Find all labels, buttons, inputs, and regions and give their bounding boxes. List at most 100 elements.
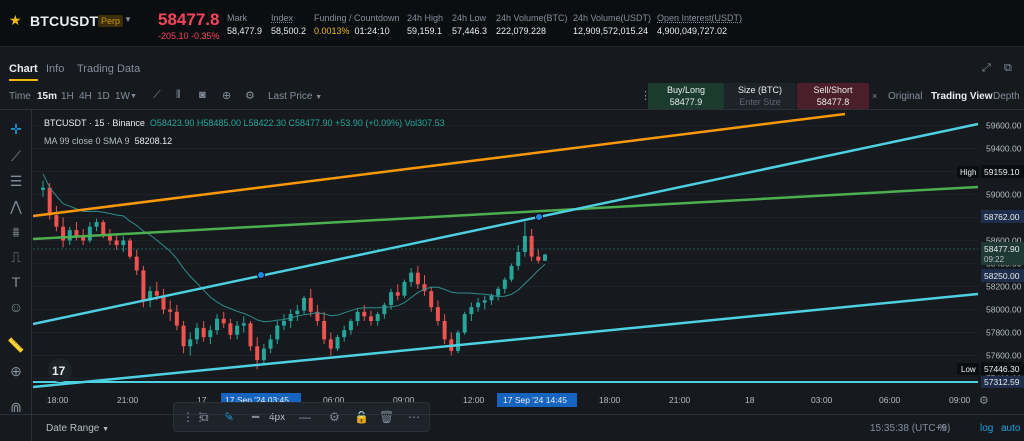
interval-1w[interactable]: 1W (115, 91, 130, 102)
funding-rate: 0.0013% (314, 26, 350, 36)
candle-body (161, 295, 166, 310)
brush-icon[interactable]: ⎍ (11, 249, 21, 265)
low-price: 57446.30 (984, 364, 1020, 374)
templates-icon[interactable]: ⧉ (200, 410, 209, 424)
emoji-icon[interactable]: ☺ (8, 299, 24, 315)
close-quick-trade-icon[interactable]: × (872, 91, 878, 101)
high-price: 59159.10 (984, 167, 1020, 177)
line-style-icon[interactable]: — (299, 410, 311, 424)
candle-body (114, 240, 119, 246)
crosshair-icon[interactable]: ✛ (10, 121, 22, 137)
price-chart[interactable]: 59600.0059400.0059200.0059000.0058800.00… (33, 110, 1024, 414)
line-width-value[interactable]: 4px (269, 412, 286, 423)
settings-gear-icon[interactable]: ⚙ (245, 90, 255, 102)
ruler-icon[interactable]: 📏 (7, 337, 25, 353)
lock-icon[interactable]: 🔒 (354, 410, 369, 424)
candle-body (128, 240, 133, 257)
candle-body (462, 314, 467, 333)
stat-open-interest[interactable]: Open Interest(USDT) 4,900,049,727.02 (657, 13, 743, 36)
interval-1h[interactable]: 1H (61, 91, 74, 102)
interval-15m[interactable]: 15m (37, 91, 58, 102)
popout-icon[interactable]: ⧉ (1004, 62, 1012, 74)
time-axis[interactable]: 18:00 21:00 17 06:00 09:00 12:00 18:00 21:00 18 0… (47, 395, 971, 405)
view-original[interactable]: Original (888, 91, 923, 102)
trendline-anchor-point[interactable] (535, 213, 543, 221)
drag-handle-icon[interactable]: ⋮⋮ (182, 410, 206, 424)
stat-index[interactable]: Index 58,500.2 (271, 13, 307, 36)
settings-gear-icon[interactable]: ⚙ (329, 410, 340, 424)
candle-body (107, 234, 112, 241)
auto-scale-toggle[interactable]: auto (1001, 423, 1021, 434)
expand-icon[interactable]: ⤢ (982, 62, 991, 74)
green-trendline[interactable] (33, 185, 979, 241)
time-tick-label: 18:00 (599, 395, 621, 405)
price-tick-label: 59000.00 (986, 190, 1022, 200)
tab-trading-data[interactable]: Trading Data (77, 63, 141, 75)
candle-body (235, 325, 240, 335)
candle-body (208, 330, 213, 338)
cyan-channel-lower-line[interactable] (33, 292, 979, 389)
trendline-icon[interactable]: ⟋ (11, 148, 21, 164)
candle-body (435, 307, 440, 321)
candle-body (241, 323, 246, 326)
view-trading-view[interactable]: Trading View (931, 91, 993, 102)
clock-timezone[interactable]: 15:35:38 (UTC+9) (870, 423, 951, 434)
candle-body (261, 348, 266, 361)
magnet-icon[interactable]: ⋒ (10, 399, 22, 415)
symbol-dropdown-chevron-icon[interactable]: ▼ (124, 15, 132, 24)
candle-body (74, 230, 79, 236)
size-input[interactable]: Size (BTC) Enter Size (724, 83, 796, 109)
candle-body (348, 321, 353, 331)
candle-body (342, 330, 347, 338)
interval-dropdown-chevron-icon[interactable]: ▼ (130, 93, 137, 100)
trendline-anchor-point[interactable] (257, 271, 265, 279)
time-tick-label: 09:00 (949, 395, 971, 405)
pattern-icon[interactable]: ⋀ (10, 198, 22, 214)
tab-info[interactable]: Info (46, 63, 65, 75)
candle-body (529, 235, 534, 257)
candle-body (268, 339, 273, 349)
price-tick-label: 58600.00 (986, 236, 1022, 246)
candle-type-icon[interactable]: ⫴ (176, 89, 181, 101)
orange-trendline[interactable] (33, 112, 846, 218)
percent-scale-toggle[interactable]: % (938, 423, 947, 434)
more-options-icon[interactable]: ⋯ (408, 410, 420, 424)
candle-body (395, 292, 400, 296)
price-type-select[interactable]: Last Price ▼ (268, 91, 323, 102)
drag-handle-icon[interactable]: ⋮ (640, 90, 651, 102)
fib-icon[interactable]: ⩩ (12, 224, 20, 240)
horizontal-lines-icon[interactable]: ☰ (9, 173, 23, 189)
line-color-pencil-icon[interactable]: ✎ (224, 410, 235, 424)
anchor-price: 58762.00 (984, 212, 1020, 222)
date-range-select[interactable]: Date Range ▼ (46, 423, 110, 434)
symbol-name[interactable]: BTCUSDT (30, 13, 99, 29)
axis-settings-gear-icon[interactable]: ⚙ (979, 394, 989, 407)
price-badges: High 59159.10 58762.00 58477.90 09:22 58… (957, 165, 1024, 388)
candle-body (389, 292, 394, 305)
buy-long-button[interactable]: Buy/Long 58477.9 (648, 83, 724, 109)
line-width-icon[interactable]: ━ (252, 410, 260, 424)
add-icon[interactable]: ⊕ (222, 90, 232, 102)
drawing-settings-bar: ⋮⋮ ⧉ ✎ ━ 4px — ⚙ 🔒 🗑 ⋯ (173, 402, 430, 432)
text-tool-icon[interactable]: T (11, 274, 21, 290)
time-badge-end (497, 393, 577, 407)
delete-trash-icon[interactable]: 🗑 (379, 410, 395, 424)
view-depth[interactable]: Depth (993, 91, 1020, 102)
interval-1d[interactable]: 1D (97, 91, 110, 102)
indicators-icon[interactable]: ⟋ (153, 89, 161, 101)
price-tick-label: 59400.00 (986, 144, 1022, 154)
cyan-channel-upper-line[interactable] (33, 122, 979, 326)
candle-body (121, 240, 126, 246)
sell-short-button[interactable]: Sell/Short 58477.8 (797, 83, 869, 109)
favorite-star-icon[interactable]: ★ (9, 12, 22, 28)
tab-chart[interactable]: Chart (9, 63, 38, 81)
candle-body (41, 187, 45, 190)
zoom-in-icon[interactable]: ⊕ (10, 363, 22, 379)
screenshot-icon[interactable]: ◙ (199, 89, 206, 101)
bottom-bar: Date Range ▼ 15:35:38 (UTC+9) % log auto (0, 414, 1024, 441)
candle-body (275, 325, 280, 340)
candle-body (415, 272, 420, 285)
interval-4h[interactable]: 4H (79, 91, 92, 102)
log-scale-toggle[interactable]: log (980, 423, 994, 434)
chart-toolbar: Time 15m 1H 4H 1D 1W ▼ ⟋ ⫴ ◙ ⊕ ⚙ Last Pr… (0, 84, 1024, 110)
